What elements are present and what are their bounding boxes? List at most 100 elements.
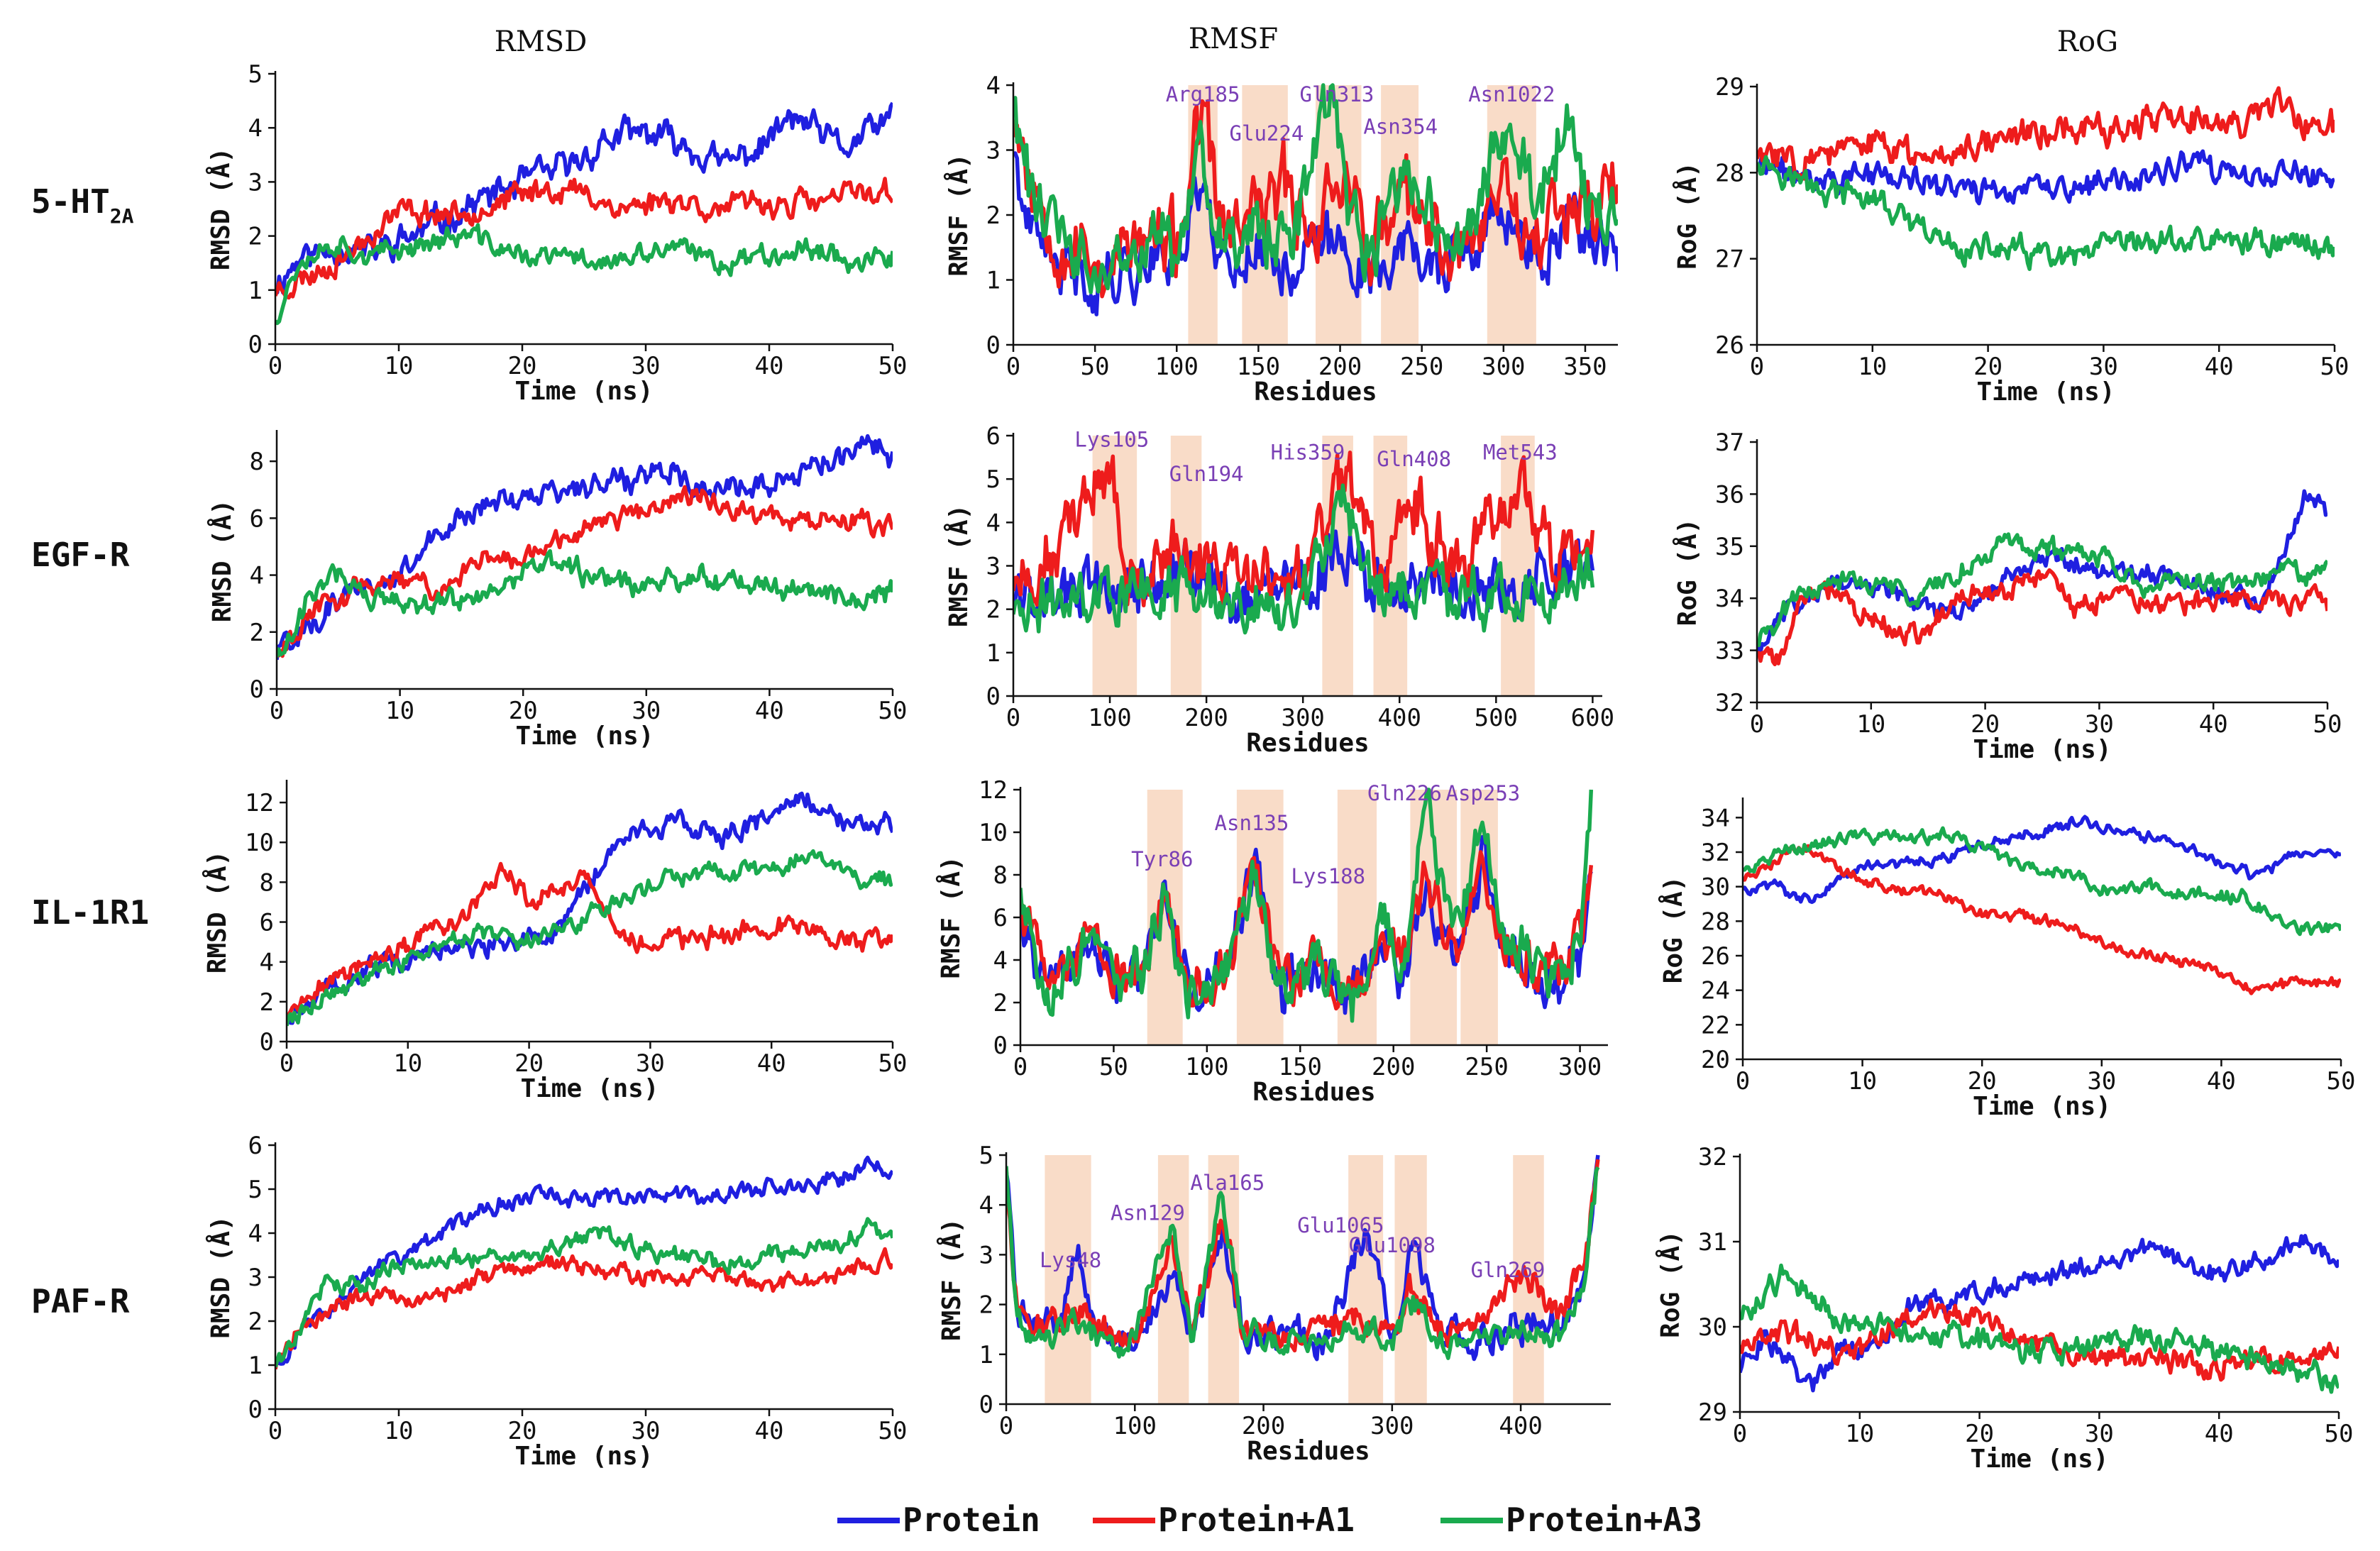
y-tick-label: 29 — [1698, 1398, 1727, 1427]
y-tick-label: 30 — [1698, 1313, 1727, 1342]
x-tick-label: 250 — [1400, 353, 1443, 381]
panel-r3c1: 0 100 200 300 400 0 1 2 3 4 5 Residues RMSF (Å) Lys48… — [937, 1142, 1611, 1466]
x-tick-label: 40 — [2207, 1067, 2236, 1095]
x-axis-label: Residues — [1254, 377, 1377, 407]
series-line-protein — [275, 1155, 893, 1369]
row-label-5ht2a: 5-HT2A — [31, 182, 134, 228]
y-tick-label: 5 — [248, 1176, 263, 1204]
x-tick-label: 50 — [1081, 353, 1110, 381]
series-line-protein-a1 — [1757, 568, 2327, 667]
x-tick-label: 100 — [1185, 1053, 1228, 1081]
x-tick-label: 40 — [2205, 353, 2234, 381]
y-tick-label: 29 — [1715, 73, 1744, 101]
y-tick-label: 5 — [986, 465, 1001, 494]
x-tick-label: 20 — [509, 697, 538, 725]
y-tick-label: 3 — [986, 553, 1001, 581]
series-line-protein-a1 — [1740, 1298, 2339, 1382]
x-tick-label: 0 — [268, 352, 282, 380]
panel-r3c2: 0 10 20 30 40 50 29 30 31 32 Time (ns) RoG (Å) — [1655, 1143, 2353, 1474]
x-tick-label: 0 — [1013, 1053, 1028, 1081]
x-tick-label: 30 — [632, 352, 661, 380]
y-tick-label: 32 — [1701, 839, 1730, 867]
y-tick-label: 0 — [250, 675, 264, 704]
series-line-protein-a1 — [1006, 1159, 1600, 1353]
series-line-protein-a3 — [1757, 532, 2327, 648]
legend-label-protein: Protein — [903, 1501, 1040, 1539]
y-tick-label: 8 — [993, 861, 1008, 890]
x-tick-label: 40 — [2205, 1420, 2234, 1448]
y-tick-label: 0 — [260, 1028, 274, 1056]
x-tick-label: 100 — [1088, 704, 1131, 732]
legend-label-protein-a3: Protein+A3 — [1506, 1501, 1702, 1539]
y-tick-label: 24 — [1701, 977, 1730, 1005]
x-tick-label: 50 — [878, 1049, 908, 1078]
y-tick-label: 4 — [986, 72, 1001, 100]
x-tick-label: 10 — [1845, 1420, 1874, 1448]
residue-annotation: Glu1065 — [1297, 1213, 1384, 1237]
x-tick-label: 20 — [1965, 1420, 1994, 1448]
x-tick-label: 200 — [1242, 1412, 1285, 1440]
y-tick-label: 12 — [245, 789, 274, 817]
y-tick-label: 27 — [1715, 245, 1744, 274]
y-tick-label: 37 — [1715, 429, 1744, 457]
y-tick-label: 0 — [979, 1391, 993, 1419]
x-tick-label: 10 — [385, 352, 414, 380]
x-tick-label: 150 — [1237, 353, 1280, 381]
highlight-band — [1157, 1155, 1189, 1404]
y-tick-label: 4 — [260, 949, 274, 977]
residue-annotation: Asn1022 — [1468, 82, 1555, 106]
residue-annotation: Gln269 — [1471, 1258, 1546, 1282]
x-tick-label: 150 — [1279, 1053, 1322, 1081]
y-axis-label: RMSF (Å) — [937, 1218, 966, 1341]
residue-annotation: Asn129 — [1111, 1200, 1185, 1225]
residue-annotation: Lys188 — [1291, 864, 1365, 888]
y-tick-label: 10 — [245, 829, 274, 857]
x-tick-label: 0 — [270, 697, 284, 725]
panel-r0c2: 0 10 20 30 40 50 26 27 28 29 Time (ns) RoG (Å) — [1673, 73, 2349, 407]
panel-r1c2: 0 10 20 30 40 50 32 33 34 35 36 37 Time (ns) RoG (Å) — [1673, 429, 2342, 764]
x-tick-label: 10 — [385, 697, 414, 725]
x-tick-label: 50 — [878, 352, 908, 380]
x-tick-label: 10 — [1858, 353, 1887, 381]
residue-annotation: Asp253 — [1446, 781, 1521, 805]
y-tick-label: 0 — [993, 1032, 1008, 1060]
residue-annotation: Tyr86 — [1131, 847, 1193, 871]
x-tick-label: 0 — [1736, 1067, 1750, 1095]
residue-annotation: Lys48 — [1040, 1248, 1101, 1272]
y-tick-label: 8 — [260, 868, 274, 897]
y-tick-label: 6 — [986, 422, 1001, 451]
legend: Protein Protein+A1 Protein+A3 — [837, 1501, 1702, 1539]
y-tick-label: 4 — [986, 509, 1001, 537]
x-tick-label: 200 — [1372, 1053, 1415, 1081]
series-line-protein-a3 — [1013, 483, 1595, 635]
y-tick-label: 3 — [248, 168, 263, 197]
residue-annotation: Glu1098 — [1349, 1233, 1436, 1257]
residue-annotation: Glu224 — [1230, 121, 1304, 145]
y-axis-label: RoG (Å) — [1655, 1230, 1685, 1338]
x-axis-label: Residues — [1247, 1437, 1370, 1466]
y-tick-label: 4 — [993, 946, 1008, 975]
x-tick-label: 40 — [755, 697, 784, 725]
column-title-rog: RoG — [2057, 26, 2118, 58]
panel-r2c2: 0 10 20 30 40 50 20 22 24 26 28 30 32 34 Time (ns) RoG … — [1658, 797, 2355, 1121]
x-tick-label: 30 — [632, 1417, 661, 1445]
series-line-protein-a3 — [287, 849, 893, 1027]
y-tick-label: 8 — [250, 448, 264, 476]
residue-annotation: Gln194 — [1169, 462, 1244, 486]
x-tick-label: 50 — [2327, 1067, 2356, 1095]
y-tick-label: 5 — [979, 1142, 993, 1170]
x-tick-label: 20 — [508, 352, 537, 380]
x-tick-label: 300 — [1370, 1412, 1414, 1440]
x-axis-label: Time (ns) — [515, 722, 654, 751]
y-tick-label: 6 — [250, 504, 264, 533]
y-tick-label: 2 — [248, 1308, 263, 1336]
x-tick-label: 20 — [514, 1049, 544, 1078]
y-tick-label: 2 — [260, 988, 274, 1017]
x-tick-label: 50 — [878, 1417, 908, 1445]
series-line-protein-a1 — [287, 861, 893, 1021]
panel-r3c0: 0 10 20 30 40 50 0 1 2 3 4 5 6 Time (ns) RMSD (Å) — [206, 1132, 907, 1471]
y-axis-label: RMSD (Å) — [206, 148, 236, 270]
y-tick-label: 4 — [248, 114, 263, 143]
y-tick-label: 34 — [1701, 804, 1730, 832]
